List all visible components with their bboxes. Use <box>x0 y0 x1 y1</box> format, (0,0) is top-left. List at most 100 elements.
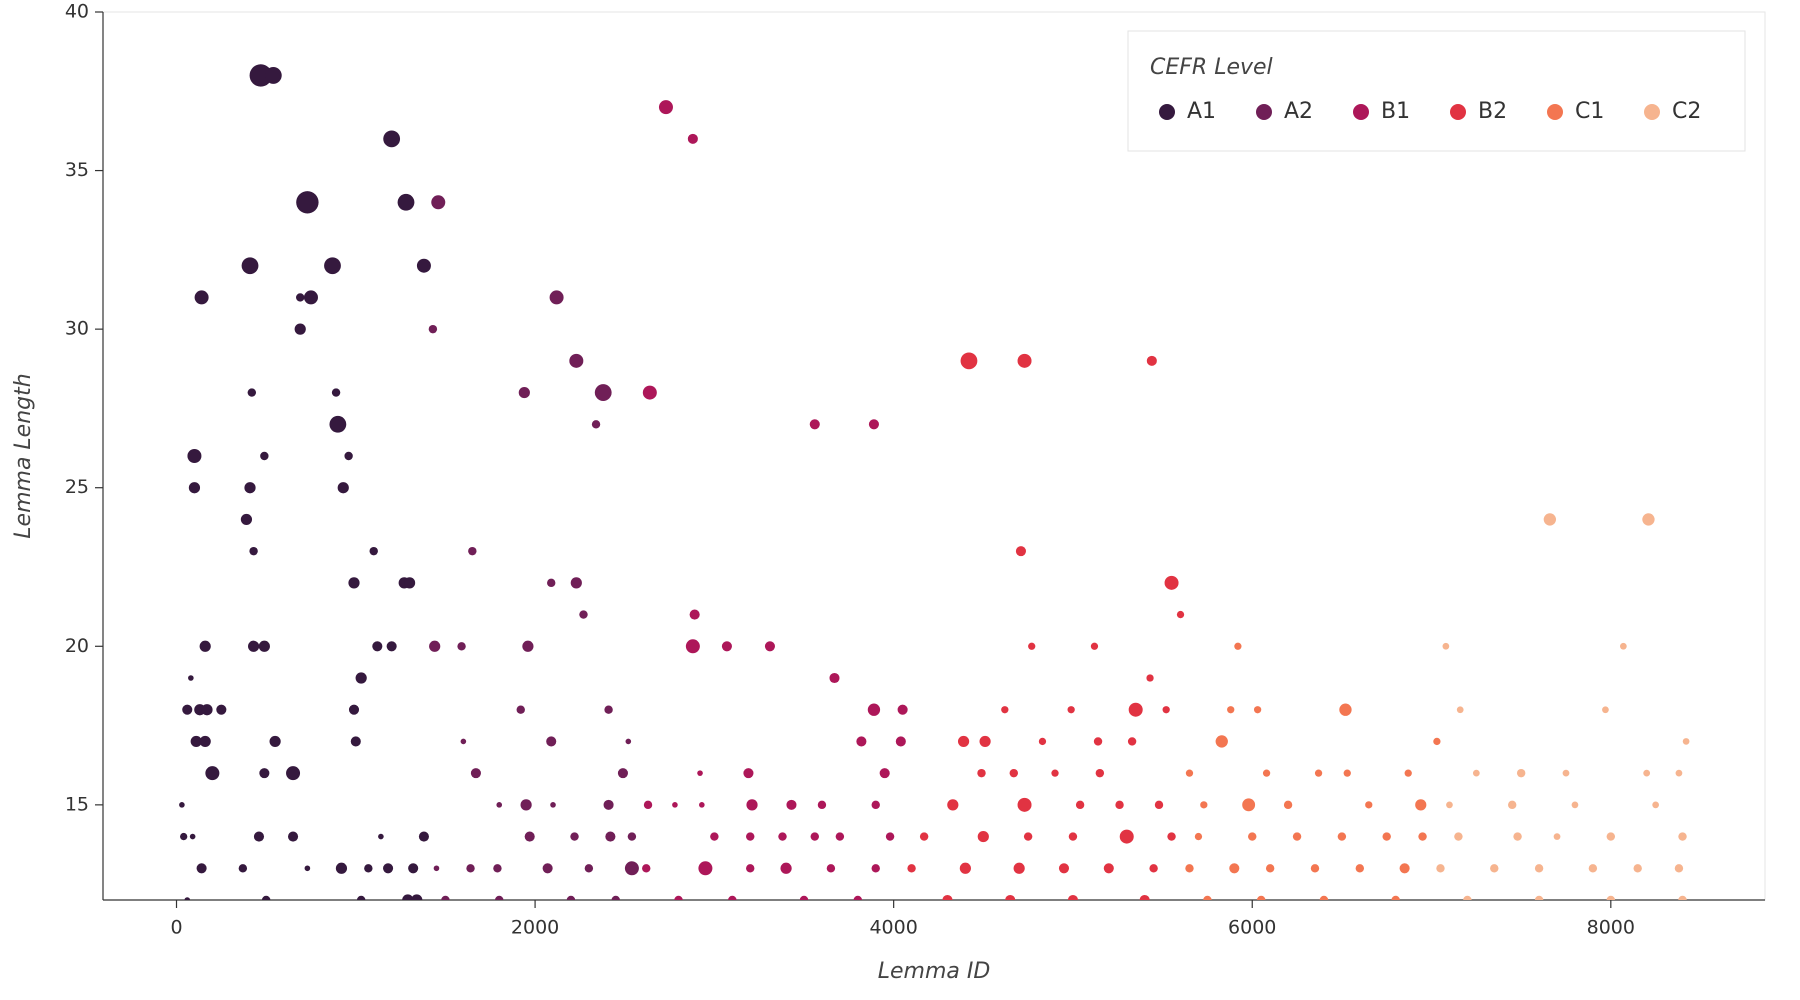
point <box>199 735 211 748</box>
point <box>304 865 311 872</box>
point <box>1067 706 1075 714</box>
point <box>188 675 194 681</box>
point <box>642 385 657 400</box>
point <box>549 290 564 305</box>
y-tick-label: 15 <box>65 793 89 815</box>
point <box>1164 575 1179 590</box>
point <box>1017 353 1032 368</box>
point <box>190 735 202 748</box>
point <box>642 864 651 873</box>
point <box>355 672 367 684</box>
point <box>778 832 787 841</box>
point <box>1382 832 1391 841</box>
point <box>1418 832 1427 841</box>
point <box>1337 832 1347 841</box>
point <box>253 831 265 842</box>
point <box>566 895 576 900</box>
x-tick-label: 6000 <box>1228 917 1276 939</box>
point <box>520 799 532 811</box>
point <box>1674 864 1684 873</box>
point <box>493 864 502 873</box>
point <box>1017 797 1032 812</box>
point <box>584 864 594 873</box>
point <box>1095 768 1105 778</box>
point <box>303 290 318 305</box>
point <box>201 704 213 716</box>
point <box>1516 768 1526 778</box>
point <box>248 640 260 652</box>
point <box>979 735 991 748</box>
point <box>238 864 248 873</box>
point <box>1620 642 1627 650</box>
point <box>1283 800 1293 810</box>
y-axis-title: Lemma Length <box>11 373 36 538</box>
point <box>897 704 908 715</box>
point <box>1200 801 1208 809</box>
point <box>1068 832 1078 841</box>
point <box>337 482 349 494</box>
point <box>604 705 613 714</box>
point <box>1154 800 1164 810</box>
point <box>1553 833 1561 840</box>
point <box>1355 864 1365 873</box>
point <box>591 420 601 429</box>
point <box>1643 769 1651 777</box>
point <box>408 863 419 874</box>
point <box>1146 674 1154 682</box>
point <box>369 546 378 556</box>
point <box>1472 769 1480 777</box>
point <box>1234 642 1242 650</box>
point <box>260 451 269 461</box>
point <box>871 800 880 810</box>
point <box>296 191 319 214</box>
point <box>746 864 755 873</box>
point <box>885 832 895 841</box>
point <box>1051 769 1059 777</box>
point <box>1652 801 1659 809</box>
point <box>643 800 653 810</box>
point <box>1005 894 1016 900</box>
point <box>856 736 867 747</box>
point <box>1015 546 1026 557</box>
point <box>817 800 827 810</box>
point <box>550 802 556 808</box>
point <box>1642 513 1655 526</box>
point <box>542 863 553 874</box>
point <box>809 419 820 430</box>
point <box>698 861 713 876</box>
point <box>180 832 188 841</box>
point <box>799 895 809 900</box>
point <box>402 894 414 900</box>
point <box>259 768 270 779</box>
point <box>1127 737 1137 746</box>
point <box>1513 832 1522 841</box>
x-tick-label: 4000 <box>869 917 917 939</box>
point <box>205 766 220 781</box>
point <box>1678 895 1687 900</box>
point <box>495 895 504 900</box>
point <box>570 832 579 841</box>
point <box>907 864 916 873</box>
point <box>674 895 683 900</box>
point <box>1310 864 1320 873</box>
point <box>1543 513 1557 526</box>
y-tick-label: 20 <box>65 635 89 657</box>
point <box>431 195 446 210</box>
point <box>1001 706 1009 714</box>
point <box>1185 864 1194 873</box>
point <box>743 768 754 779</box>
point <box>1119 829 1134 844</box>
point <box>288 831 299 842</box>
point <box>672 802 678 808</box>
point <box>658 100 673 115</box>
point <box>470 768 481 779</box>
point <box>249 64 272 87</box>
point <box>1534 895 1544 900</box>
point <box>1203 895 1212 900</box>
point <box>1442 642 1450 650</box>
point <box>383 130 401 148</box>
point <box>1253 706 1262 714</box>
point <box>1176 610 1185 619</box>
point <box>188 482 201 494</box>
